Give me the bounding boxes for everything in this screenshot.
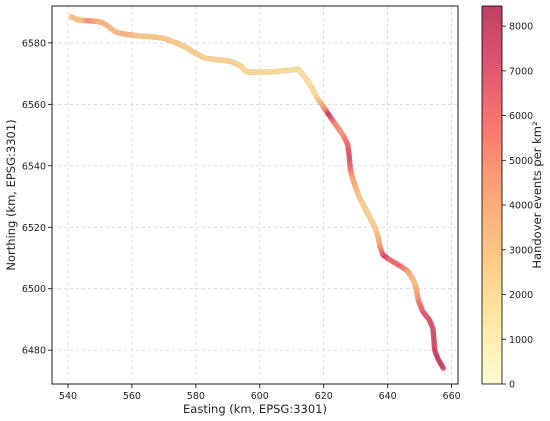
- colorbar-tick-label: 0: [509, 380, 515, 391]
- x-tick-label: 580: [187, 391, 205, 402]
- x-tick-label: 640: [379, 391, 397, 402]
- y-axis-label: Northing (km, EPSG:3301): [4, 119, 18, 270]
- y-tick-label: 6540: [22, 161, 46, 172]
- scatter-point: [440, 365, 447, 371]
- y-tick-label: 6480: [22, 346, 46, 357]
- y-tick-label: 6560: [22, 100, 46, 111]
- y-tick-label: 6500: [22, 284, 46, 295]
- x-tick-label: 560: [123, 391, 141, 402]
- colorbar-tick-label: 8000: [509, 22, 533, 33]
- plot-frame: [51, 5, 459, 385]
- colorbar-tick-label: 7000: [509, 66, 533, 77]
- x-tick-label: 660: [443, 391, 461, 402]
- colorbar-tick-label: 4000: [509, 201, 533, 212]
- colorbar-tick-label: 1000: [509, 335, 533, 346]
- grid-lines: [52, 6, 458, 384]
- colorbar-tick-label: 3000: [509, 245, 533, 256]
- y-axis-ticks: 6480 6500 6520 6540 6560 6580: [22, 38, 52, 357]
- colorbar: [481, 5, 503, 385]
- colorbar-tick-label: 2000: [509, 290, 533, 301]
- y-tick-label: 6520: [22, 223, 46, 234]
- y-tick-label: 6580: [22, 38, 46, 49]
- scatter-points: [68, 13, 447, 371]
- colorbar-tick-label: 5000: [509, 156, 533, 167]
- colorbar-tick-label: 6000: [509, 111, 533, 122]
- x-axis-ticks: 540 560 580 600 620 640 660: [59, 384, 461, 402]
- colorbar-ticks: 0 1000 2000 3000 4000 5000 6000 7000 8000: [502, 22, 533, 391]
- x-axis-label: Easting (km, EPSG:3301): [183, 402, 327, 416]
- colorbar-label: Handover events per km²: [530, 121, 544, 268]
- x-tick-label: 540: [59, 391, 77, 402]
- x-tick-label: 620: [315, 391, 333, 402]
- x-tick-label: 600: [251, 391, 269, 402]
